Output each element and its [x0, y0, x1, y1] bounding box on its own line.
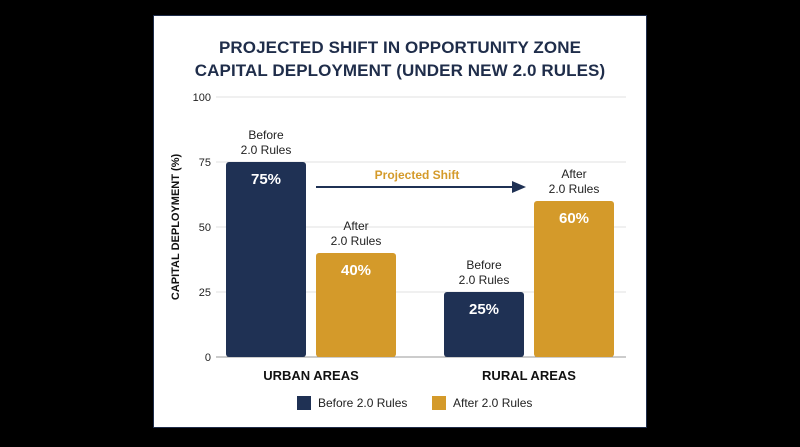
- bar-caption-line2-after-urban: 2.0 Rules: [331, 234, 382, 248]
- chart-title-line-1: PROJECTED SHIFT IN OPPORTUNITY ZONE: [218, 38, 582, 57]
- value-label-after-urban: 40%: [341, 262, 371, 279]
- legend-label-before: Before 2.0 Rules: [318, 396, 407, 410]
- chart-card: PROJECTED SHIFT IN OPPORTUNITY ZONE CAPI…: [153, 15, 647, 428]
- value-label-before-rural: 25%: [469, 301, 499, 318]
- bar-before-rural: [444, 292, 524, 357]
- y-tick-label-0: 0: [205, 352, 211, 364]
- bar-after-urban: [316, 253, 396, 357]
- value-label-before-urban: 75%: [251, 171, 281, 188]
- y-tick-label-25: 25: [199, 287, 211, 299]
- y-tick-label-75: 75: [199, 157, 211, 169]
- bar-caption-line1-before-rural: Before: [466, 258, 502, 272]
- bar-chart: 0 25 50 75 100 CAPITAL DEPLOYMENT (%) 75% Befor…: [170, 92, 626, 410]
- bar-caption-line1-after-urban: After: [343, 219, 368, 233]
- bar-caption-line1-after-rural: After: [561, 167, 586, 181]
- y-tick-label-100: 100: [193, 92, 211, 104]
- bar-before-urban: [226, 162, 306, 357]
- projected-shift-arrowhead: [512, 181, 526, 193]
- projected-shift-label: Projected Shift: [375, 168, 460, 182]
- legend-swatch-after: [432, 396, 446, 410]
- bar-after-rural: [534, 201, 614, 357]
- y-axis-title: CAPITAL DEPLOYMENT (%): [170, 154, 182, 301]
- bar-caption-line2-before-rural: 2.0 Rules: [459, 273, 510, 287]
- value-label-after-rural: 60%: [559, 210, 589, 227]
- category-label-rural: RURAL AREAS: [482, 368, 576, 383]
- bar-caption-line1-before-urban: Before: [248, 128, 284, 142]
- y-tick-label-50: 50: [199, 222, 211, 234]
- bar-caption-line2-before-urban: 2.0 Rules: [241, 143, 292, 157]
- category-label-urban: URBAN AREAS: [263, 368, 359, 383]
- chart-title-line-2: CAPITAL DEPLOYMENT (UNDER NEW 2.0 RULES): [194, 61, 606, 80]
- bar-caption-line2-after-rural: 2.0 Rules: [549, 182, 600, 196]
- legend-label-after: After 2.0 Rules: [453, 396, 532, 410]
- legend-swatch-before: [297, 396, 311, 410]
